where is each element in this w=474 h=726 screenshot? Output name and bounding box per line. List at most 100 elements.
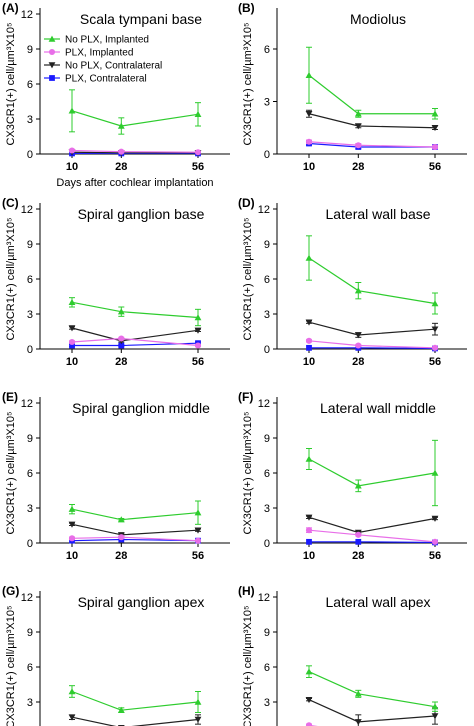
data-series <box>305 109 439 132</box>
data-point <box>431 125 439 132</box>
y-tick-label: 0 <box>27 149 33 161</box>
y-tick-label: 0 <box>264 344 270 356</box>
data-point <box>194 537 202 544</box>
data-point <box>305 337 313 344</box>
data-point <box>68 535 76 542</box>
panel-letter: (H) <box>238 584 255 598</box>
chart-panel: (F) Lateral wall middle 0 3 6 9 12 10 28 56 CX3CR1… <box>238 390 467 562</box>
y-tick-label: 3 <box>264 503 270 515</box>
y-tick-label: 9 <box>27 44 33 56</box>
series-line <box>308 340 436 349</box>
panel-letter: (F) <box>238 390 253 404</box>
x-tick-label: 28 <box>352 161 364 173</box>
chart-panel: (B) Modiolus 0 3 6 10 28 56 CX3CR1(+) cell/µm³X1… <box>238 1 467 173</box>
data-point <box>194 110 202 118</box>
data-point <box>68 147 76 154</box>
data-point <box>431 713 439 720</box>
chart-panel: (A) Scala tympani base 0 3 6 9 12 10 28 56 CX3CR1(… <box>2 1 230 189</box>
chart-panel: (D) Lateral wall base 0 3 6 9 12 10 28 56 CX3CR1(+… <box>238 196 467 368</box>
data-point <box>355 538 362 545</box>
x-tick-label: 10 <box>66 161 78 173</box>
x-tick-label: 56 <box>429 161 441 173</box>
data-series <box>305 319 439 339</box>
y-axis-label: CX3CR1(+) cell/µm³X10⁵ <box>242 22 254 145</box>
y-tick-label: 12 <box>258 398 270 410</box>
data-series <box>305 138 439 151</box>
data-point <box>431 515 439 522</box>
series-line <box>308 257 436 305</box>
x-tick-label: 56 <box>429 550 441 562</box>
data-series <box>305 527 439 545</box>
data-point <box>68 521 76 528</box>
x-tick-label: 56 <box>192 550 204 562</box>
series-line <box>308 74 435 115</box>
chart-panel: (G)Spiral ganglion apex036912102856CX3CR… <box>2 584 205 726</box>
data-point <box>431 469 439 476</box>
chart-panel: (C) Spiral ganglion base 0 3 6 9 12 10 28 56 CX3CR… <box>2 196 230 368</box>
data-point <box>118 148 125 155</box>
data-point <box>194 149 202 156</box>
data-point <box>305 138 313 145</box>
data-point <box>355 342 362 349</box>
data-point <box>354 719 362 726</box>
panel-title: Spiral ganglion middle <box>72 400 210 416</box>
panel-letter: (C) <box>2 196 19 210</box>
series-line <box>308 516 436 534</box>
data-point <box>354 690 362 697</box>
y-tick-label: 3 <box>264 697 270 709</box>
x-tick-label: 28 <box>352 356 364 368</box>
data-point <box>431 538 439 545</box>
y-axis-label: CX3CR1(+) cell/µm³X10⁵ <box>5 22 17 145</box>
data-series <box>305 337 439 351</box>
x-tick-label: 10 <box>303 356 315 368</box>
data-point <box>68 107 76 114</box>
data-point <box>194 716 202 723</box>
series-line <box>309 347 436 350</box>
panel-title: Spiral ganglion apex <box>78 594 205 610</box>
data-point <box>305 254 313 261</box>
data-point <box>354 332 362 339</box>
legend-marker <box>49 75 55 81</box>
y-axis-label: CX3CR1(+) cell/µm³X10⁵ <box>5 411 17 534</box>
data-point <box>194 509 202 516</box>
y-tick-label: 6 <box>27 662 33 674</box>
data-point <box>68 714 76 721</box>
data-point <box>305 455 313 462</box>
data-point <box>355 531 362 538</box>
chart-panel: (H)Lateral wall apex036912102856CX3CR1(+… <box>238 584 439 726</box>
y-tick-label: 6 <box>264 274 270 286</box>
data-series <box>305 235 439 315</box>
panel-letter: (D) <box>238 196 255 210</box>
data-point <box>355 142 362 149</box>
x-tick-label: 28 <box>115 161 127 173</box>
panel-title: Lateral wall apex <box>325 594 430 610</box>
data-point <box>306 538 312 545</box>
panel-title: Scala tympani base <box>80 11 202 27</box>
series-line <box>71 301 199 319</box>
panel-title: Modiolus <box>350 11 406 27</box>
series-line <box>308 529 436 543</box>
data-series <box>68 89 202 135</box>
panel-letter: (E) <box>2 390 18 404</box>
panel-title: Spiral ganglion base <box>78 206 205 222</box>
series-line <box>71 716 199 726</box>
panel-title: Lateral wall middle <box>320 400 436 416</box>
y-tick-label: 12 <box>21 592 33 604</box>
data-point <box>305 696 313 704</box>
series-line <box>308 321 436 336</box>
panel-title: Lateral wall base <box>325 206 430 222</box>
series-line <box>308 458 436 487</box>
data-point <box>69 342 75 349</box>
data-series <box>68 521 202 539</box>
y-axis-label: CX3CR1(+) cell/µm³X10⁵ <box>242 217 254 340</box>
data-point <box>431 326 439 333</box>
data-point <box>305 111 313 118</box>
data-point <box>68 505 76 512</box>
y-tick-label: 3 <box>27 697 33 709</box>
x-tick-label: 10 <box>66 356 78 368</box>
series-line <box>71 508 199 521</box>
x-tick-label: 10 <box>66 550 78 562</box>
data-point <box>305 514 313 521</box>
data-point <box>305 71 313 78</box>
x-tick-label: 28 <box>115 356 127 368</box>
